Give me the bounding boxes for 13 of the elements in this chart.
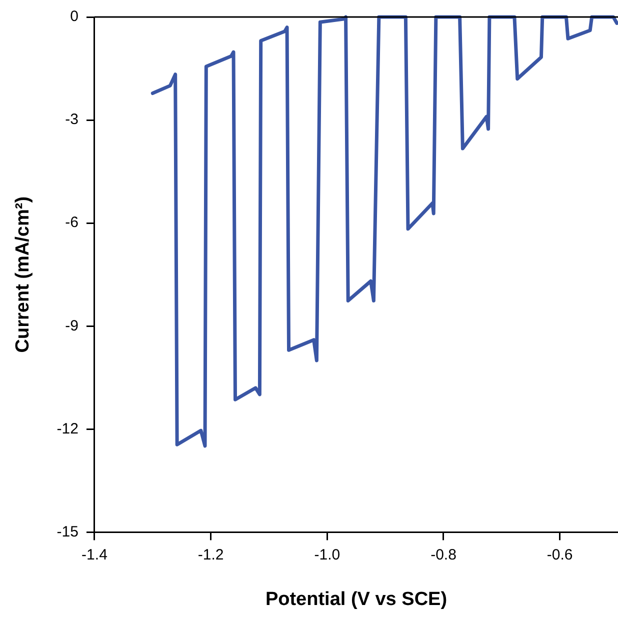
y-tick-label: -12 <box>56 420 78 438</box>
y-tick-label: -6 <box>65 214 78 232</box>
y-tick-label: -9 <box>65 317 78 334</box>
x-axis-title: Potential (V vs SCE) <box>265 588 448 610</box>
x-tick-label: -0.6 <box>546 546 573 564</box>
x-tick-label: -0.8 <box>430 546 456 564</box>
y-tick-label: 0 <box>70 8 78 26</box>
x-tick-label: -1.0 <box>314 546 340 564</box>
y-tick-label: -15 <box>56 523 78 540</box>
y-axis-title: Current (mA/cm²) <box>12 196 34 353</box>
x-tick-label: -1.2 <box>198 546 224 564</box>
x-tick-label: -1.4 <box>82 546 108 564</box>
y-tick-label: -3 <box>65 111 78 128</box>
